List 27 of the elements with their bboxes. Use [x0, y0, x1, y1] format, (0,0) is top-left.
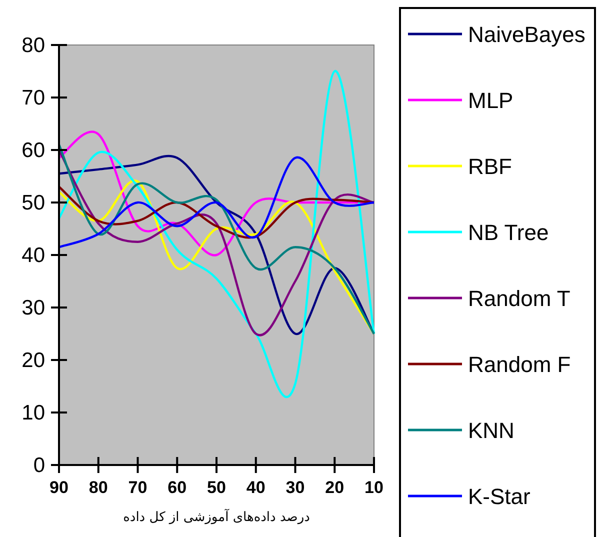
x-axis-title: درصد داده‌های آموزشی از کل داده — [123, 508, 310, 525]
y-tick-label: 70 — [22, 86, 45, 110]
legend-label: Random T — [468, 286, 570, 311]
y-tick-label: 50 — [22, 192, 45, 214]
legend-label: Random F — [468, 352, 571, 377]
y-tick-label: 0 — [33, 454, 45, 477]
legend-label: NaiveBayes — [468, 22, 586, 47]
x-tick-label: 50 — [207, 478, 226, 497]
legend-label: KNN — [468, 418, 514, 443]
y-tick-label: 10 — [22, 402, 45, 424]
legend-label: K-Star — [468, 484, 530, 509]
y-tick-label: 60 — [22, 139, 45, 162]
y-tick-label: 40 — [22, 244, 45, 267]
x-tick-label: 90 — [50, 478, 68, 497]
x-tick-label: 10 — [364, 478, 384, 497]
x-tick-label: 30 — [286, 478, 305, 497]
y-tick-label: 30 — [22, 296, 45, 320]
legend-label: RBF — [468, 154, 512, 179]
y-tick-label: 80 — [22, 34, 45, 57]
x-tick-label: 20 — [325, 478, 344, 497]
x-tick-label: 40 — [246, 478, 266, 497]
legend-label: NB Tree — [468, 220, 549, 245]
y-tick-label: 20 — [22, 349, 45, 372]
x-tick-label: 60 — [168, 478, 187, 497]
x-tick-label: 80 — [88, 478, 108, 497]
legend-label: MLP — [468, 88, 514, 113]
x-tick-label: 70 — [128, 478, 148, 497]
